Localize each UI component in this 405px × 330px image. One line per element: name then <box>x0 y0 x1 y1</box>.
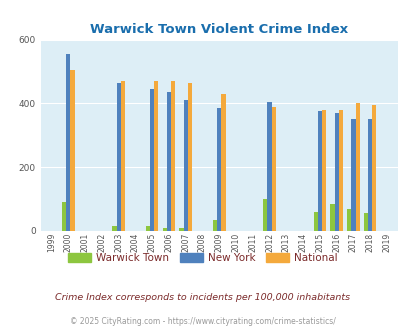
Bar <box>217 108 221 231</box>
Bar <box>171 81 175 231</box>
Bar <box>112 226 116 231</box>
Bar <box>221 94 225 231</box>
Bar <box>367 119 371 231</box>
Bar <box>317 112 321 231</box>
Bar <box>145 226 150 231</box>
Bar <box>183 100 188 231</box>
Bar <box>154 81 158 231</box>
Bar <box>166 92 171 231</box>
Bar <box>179 228 183 231</box>
Bar <box>355 103 359 231</box>
Text: Crime Index corresponds to incidents per 100,000 inhabitants: Crime Index corresponds to incidents per… <box>55 292 350 302</box>
Legend: Warwick Town, New York, National: Warwick Town, New York, National <box>64 248 341 267</box>
Bar <box>371 105 375 231</box>
Bar <box>213 220 217 231</box>
Bar <box>162 228 166 231</box>
Bar <box>271 107 275 231</box>
Bar <box>313 212 317 231</box>
Bar <box>267 102 271 231</box>
Bar <box>334 113 338 231</box>
Bar <box>62 202 66 231</box>
Bar <box>338 110 342 231</box>
Text: © 2025 CityRating.com - https://www.cityrating.com/crime-statistics/: © 2025 CityRating.com - https://www.city… <box>70 317 335 326</box>
Bar <box>321 110 325 231</box>
Bar <box>363 214 367 231</box>
Bar <box>188 82 192 231</box>
Bar <box>120 81 125 231</box>
Title: Warwick Town Violent Crime Index: Warwick Town Violent Crime Index <box>90 23 347 36</box>
Bar <box>70 70 75 231</box>
Bar <box>116 82 120 231</box>
Bar <box>346 209 350 231</box>
Bar <box>330 204 334 231</box>
Bar <box>262 199 267 231</box>
Bar <box>150 89 154 231</box>
Bar <box>66 54 70 231</box>
Bar <box>350 119 355 231</box>
